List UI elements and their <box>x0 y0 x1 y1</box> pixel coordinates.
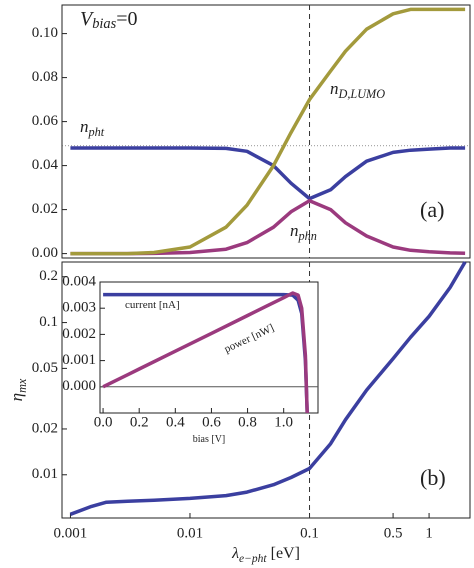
y-tick-label: 0.001 <box>62 352 96 368</box>
annotation: Vbias=0 <box>80 8 138 33</box>
y-tick-label: 0.000 <box>62 378 96 394</box>
plot-frame <box>99 281 319 414</box>
plot-frame <box>61 4 471 259</box>
series-label: nphn <box>290 221 317 243</box>
x-tick-label: 1 <box>425 525 433 541</box>
x-tick-label: 0.1 <box>300 525 319 541</box>
x-axis-label: bias [V] <box>193 434 226 445</box>
x-axis-label-sub: e−pht <box>239 553 267 565</box>
x-tick-label: 0.2 <box>130 414 149 430</box>
x-axis-label-main: bias [V] <box>193 434 226 445</box>
x-axis-label-main: λ <box>231 545 239 562</box>
y-tick-label: 0.05 <box>32 360 58 376</box>
x-tick-label: 0.8 <box>238 414 257 430</box>
annotation: (b) <box>420 465 446 490</box>
series-label-sub: phn <box>298 229 317 243</box>
x-tick-label: 0.001 <box>54 525 88 541</box>
series-label: current [nA] <box>125 299 180 311</box>
annotation-sub: bias <box>92 16 116 32</box>
y-tick-label: 0.04 <box>32 157 59 173</box>
x-axis-label: λe−pht [eV] <box>231 545 300 565</box>
x-tick-label: 0.6 <box>202 414 221 430</box>
series-label: nD,LUMO <box>330 79 385 101</box>
y-tick-label: 0.1 <box>39 314 58 330</box>
y-tick-label: 0.06 <box>32 113 59 129</box>
x-tick-label: 0.4 <box>166 414 185 430</box>
x-tick-label: 0.01 <box>177 525 203 541</box>
y-tick-label: 0.002 <box>62 326 96 342</box>
y-tick-label: 0.00 <box>32 245 58 261</box>
series-label-main: n <box>80 117 89 136</box>
y-tick-label: 0.08 <box>32 69 58 85</box>
x-tick-label: 0.0 <box>94 414 113 430</box>
annotation-main: V <box>80 8 95 30</box>
y-tick-label: 0.10 <box>32 25 58 41</box>
annotation-rest: =0 <box>116 8 137 30</box>
y-tick-label: 0.2 <box>39 268 58 284</box>
y-tick-label: 0.02 <box>32 420 58 436</box>
annotation: (a) <box>420 197 444 222</box>
y-tick-label: 0.003 <box>62 300 96 316</box>
x-axis-label-rest: [eV] <box>267 545 300 562</box>
series-label-main: current [nA] <box>125 299 180 311</box>
series-line <box>70 146 466 201</box>
y-tick-label: 0.004 <box>62 273 96 289</box>
series-line <box>69 261 467 516</box>
x-tick-label: 1.0 <box>274 414 293 430</box>
annotation-main: (a) <box>420 197 444 222</box>
series-label: npht <box>80 117 105 139</box>
series-label-main: n <box>330 79 339 98</box>
series-line <box>70 7 466 256</box>
series-line <box>102 291 309 414</box>
series-label-sub: D,LUMO <box>338 87 386 101</box>
y-tick-label: 0.01 <box>32 466 58 482</box>
y-tick-label: 0.02 <box>32 201 58 217</box>
x-tick-label: 0.5 <box>384 525 403 541</box>
series-label-main: n <box>290 221 299 240</box>
annotation-main: (b) <box>420 465 446 490</box>
y-axis-label-main: η <box>7 393 26 401</box>
series-label-sub: pht <box>88 125 105 139</box>
y-axis-label-sub: mx <box>15 378 29 393</box>
y-axis-label: ηmx <box>7 378 29 401</box>
